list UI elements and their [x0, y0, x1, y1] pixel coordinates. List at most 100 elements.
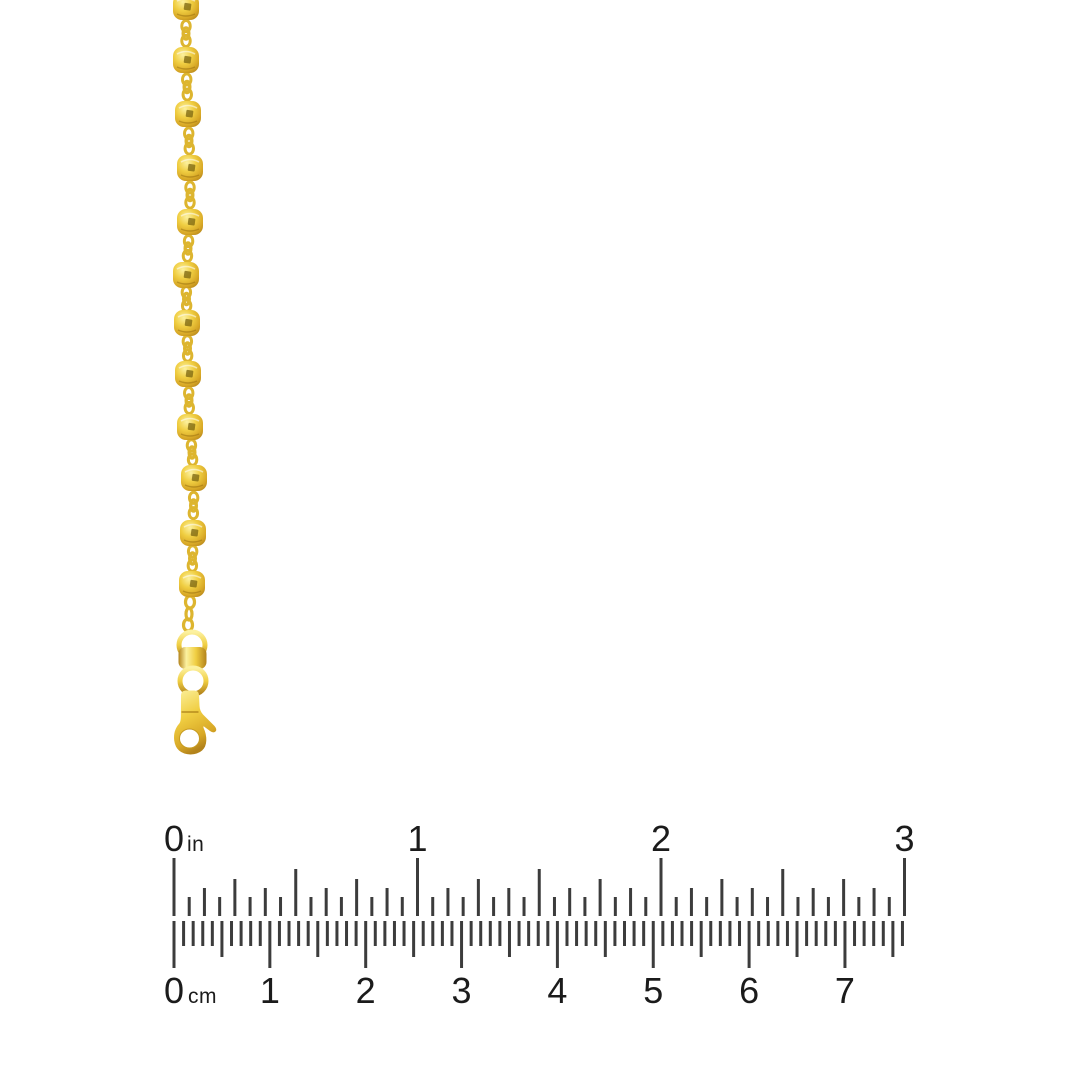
cm-tick	[555, 921, 559, 968]
inch-tick	[187, 897, 191, 916]
chain-link	[181, 87, 193, 102]
chain-bead	[177, 414, 203, 440]
cm-tick	[881, 921, 885, 946]
cm-tick	[632, 921, 636, 946]
cm-tick	[584, 921, 588, 946]
cm-tick	[795, 921, 799, 957]
chain-beads	[173, 0, 207, 597]
cm-tick	[661, 921, 665, 946]
cm-label: 7	[835, 970, 855, 1011]
cm-tick	[824, 921, 828, 946]
inch-tick	[218, 897, 222, 916]
chain-bead	[177, 155, 203, 181]
chain-links	[180, 18, 200, 633]
lobster-clasp-hole	[179, 728, 200, 749]
cm-tick	[392, 921, 396, 946]
inch-tick	[339, 897, 343, 916]
inch-tick	[903, 858, 906, 916]
inch-tick	[446, 888, 450, 916]
lobster-clasp	[174, 690, 217, 755]
clasp-assembly	[176, 629, 209, 697]
cm-tick	[728, 921, 732, 946]
cm-tick	[805, 921, 809, 946]
cm-label: 5	[643, 970, 663, 1011]
inch-tick	[263, 888, 267, 916]
cm-tick	[536, 921, 540, 946]
chain-link	[181, 72, 193, 87]
cm-tick	[738, 921, 742, 946]
cm-tick	[757, 921, 761, 946]
chain-bead	[174, 310, 200, 336]
cm-tick	[670, 921, 674, 946]
cm-tick	[891, 921, 895, 957]
inch-tick	[370, 897, 374, 916]
cm-tick	[325, 921, 329, 946]
inch-tick	[309, 897, 313, 916]
inch-tick	[598, 879, 602, 916]
inch-tick	[385, 888, 389, 916]
cm-tick	[182, 921, 186, 946]
chain-link	[181, 248, 194, 264]
chain-link	[183, 241, 193, 256]
jump-ring	[177, 665, 209, 697]
cm-tick	[747, 921, 751, 968]
cm-tick	[431, 921, 435, 946]
chain-link	[184, 133, 194, 149]
inch-label: 2	[651, 818, 671, 859]
cm-tick	[383, 921, 387, 946]
cm-tick	[594, 921, 598, 946]
cm-label: 2	[356, 970, 376, 1011]
inch-tick	[689, 888, 693, 916]
cm-tick	[402, 921, 406, 946]
cm-tick	[412, 921, 416, 957]
cm-tick	[421, 921, 425, 946]
cm-tick	[833, 921, 837, 946]
chain-link	[183, 400, 195, 416]
inch-tick	[644, 897, 648, 916]
cm-tick	[268, 921, 272, 968]
cm-tick	[546, 921, 550, 946]
inch-tick	[507, 888, 511, 916]
chain-link	[185, 187, 195, 203]
cm-tick	[498, 921, 502, 946]
cm-tick	[297, 921, 301, 946]
inch-tick	[720, 879, 724, 916]
cm-tick	[507, 921, 511, 957]
chain-link	[182, 79, 192, 95]
cm-tick	[345, 921, 349, 946]
cm-tick	[651, 921, 655, 968]
inch-scale-ticks	[172, 858, 906, 916]
cm-tick	[814, 921, 818, 946]
chain-link	[181, 26, 191, 41]
inch-label: 3	[894, 818, 914, 859]
inch-tick	[279, 897, 283, 916]
cm-tick	[699, 921, 703, 957]
cm-tick	[642, 921, 646, 946]
chain-link	[184, 180, 196, 195]
cm-tick	[479, 921, 483, 946]
cm-tick	[450, 921, 454, 946]
inch-tick	[842, 879, 846, 916]
cm-tick	[172, 921, 176, 968]
cm-tick	[900, 921, 904, 946]
cm-tick	[862, 921, 866, 946]
chain-bead	[179, 571, 205, 597]
inch-tick	[552, 897, 556, 916]
chain-link	[184, 393, 194, 408]
chain-link	[187, 551, 197, 566]
cm-tick	[872, 921, 876, 946]
inch-tick	[766, 897, 770, 916]
inch-tick	[355, 879, 359, 916]
inch-tick	[431, 897, 435, 916]
inch-tick	[172, 858, 176, 916]
inch-tick	[674, 897, 678, 916]
chain-link	[188, 498, 198, 513]
cm-label: 1	[260, 970, 280, 1011]
cm-tick	[201, 921, 205, 946]
cm-tick	[718, 921, 722, 946]
cm-tick	[776, 921, 780, 946]
inch-tick	[811, 888, 815, 916]
